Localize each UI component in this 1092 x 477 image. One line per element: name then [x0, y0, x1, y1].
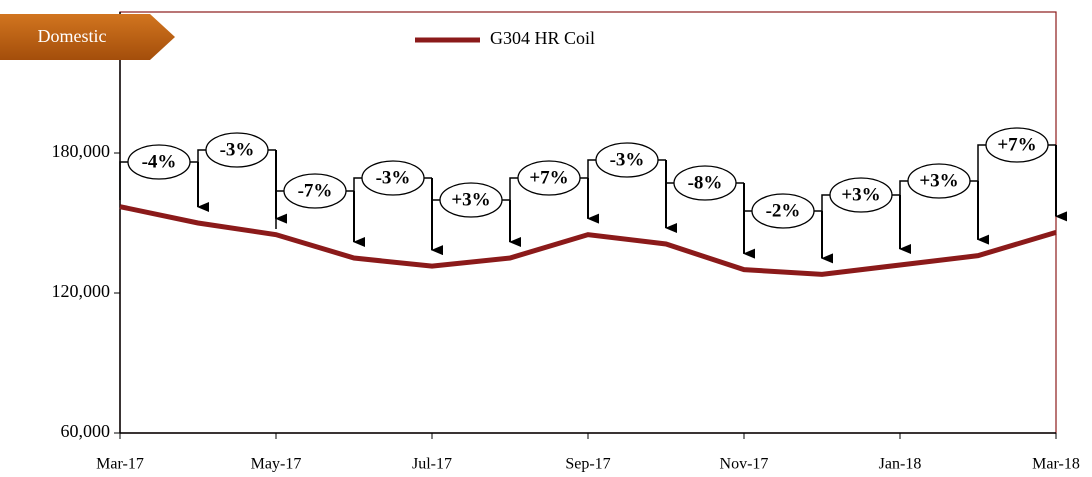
badge [0, 14, 175, 60]
annotation: +7% [529, 167, 568, 188]
annotation: -2% [766, 200, 801, 221]
annotation-bubble [127, 144, 191, 180]
annotation: -3% [376, 167, 411, 188]
legend-label: G304 HR Coil [490, 28, 595, 48]
y-tick-label: 120,000 [52, 281, 111, 301]
annotation-bubble [595, 142, 659, 178]
annotation: -3% [610, 149, 645, 170]
x-tick-label: Jan-18 [879, 456, 922, 473]
annotation: -4% [142, 151, 177, 172]
annotation-bubble [673, 165, 737, 201]
x-tick-label: Jul-17 [412, 456, 452, 473]
annotation-bubble [829, 177, 893, 213]
annotation: +3% [919, 170, 958, 191]
plot-border [119, 11, 1057, 434]
annotation-bubble [205, 132, 269, 168]
y-tick-label: 180,000 [52, 141, 111, 161]
x-tick-label: Mar-18 [1032, 456, 1080, 473]
annotation: -8% [688, 172, 723, 193]
y-tick-label: 60,000 [61, 421, 111, 441]
annotation-bubble [361, 160, 425, 196]
annotation-bubble [283, 173, 347, 209]
x-tick-label: Nov-17 [720, 456, 769, 473]
annotation: -7% [298, 180, 333, 201]
x-tick-label: May-17 [251, 456, 302, 473]
annotation: -3% [220, 139, 255, 160]
line-series [119, 204, 1057, 277]
annotation: +7% [997, 134, 1036, 155]
annotation-bubble [517, 160, 581, 196]
annotation-bubble [907, 163, 971, 199]
badge-text: Domestic [38, 26, 107, 46]
annotation-bubble [751, 193, 815, 229]
annotation: +3% [451, 189, 490, 210]
annotation-bubble [439, 182, 503, 218]
x-tick-label: Sep-17 [565, 456, 610, 473]
x-tick-label: Mar-17 [96, 456, 144, 473]
annotation-bubble [985, 127, 1049, 163]
annotation: +3% [841, 184, 880, 205]
